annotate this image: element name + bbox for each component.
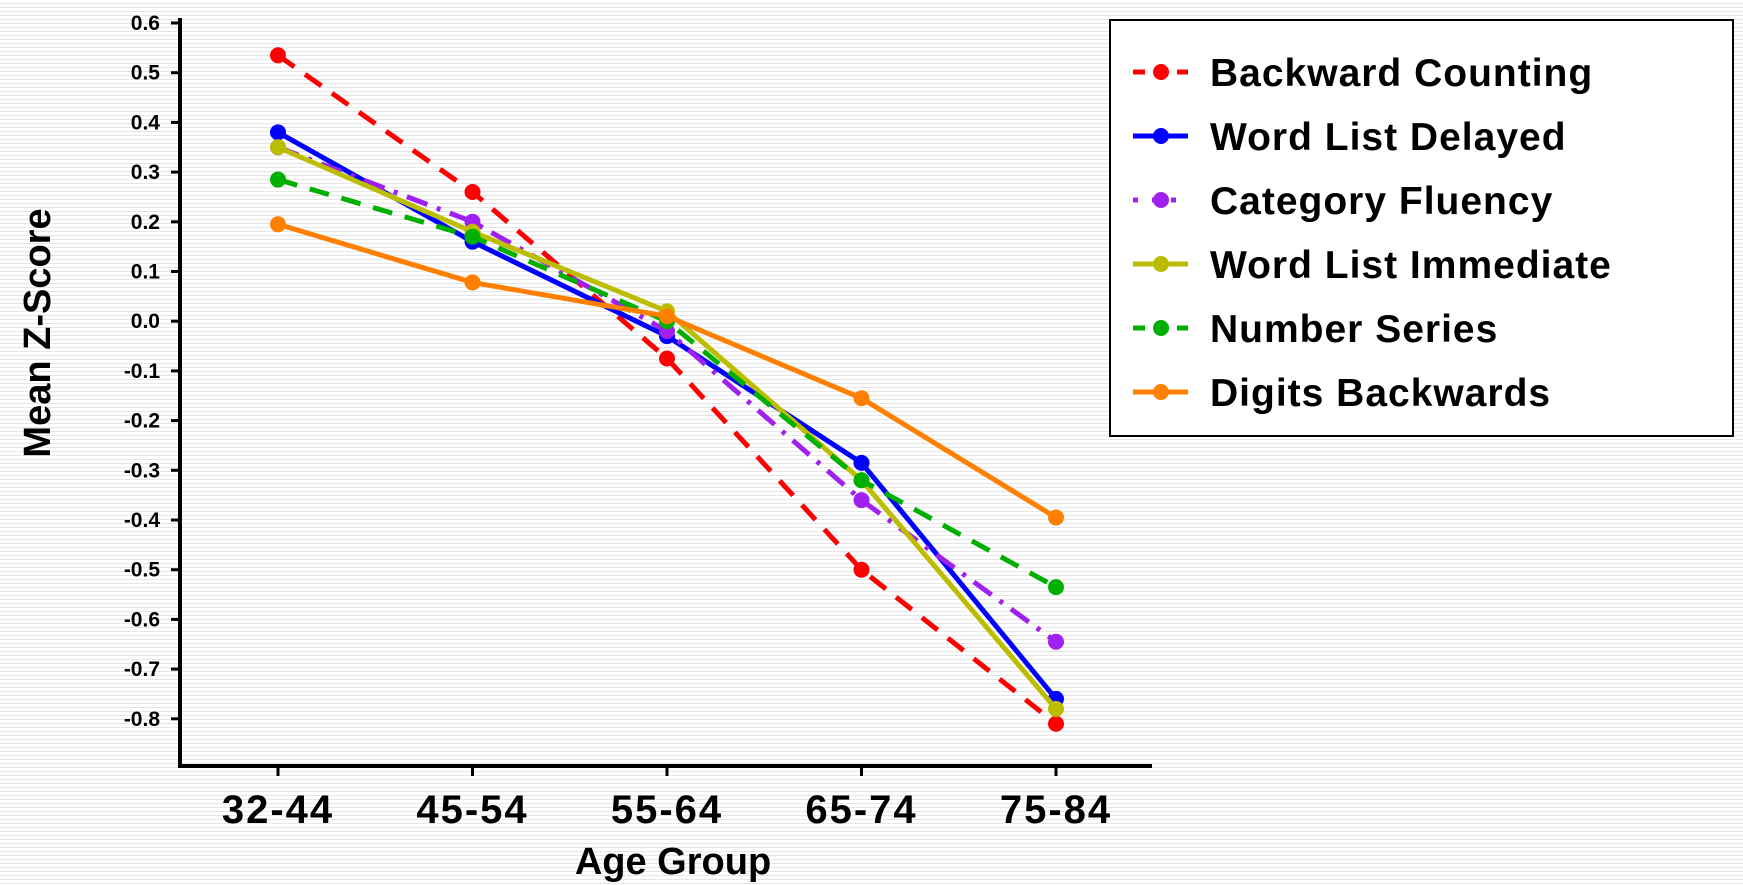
data-point xyxy=(270,139,286,156)
data-point xyxy=(270,216,286,233)
y-tick-label: -0.5 xyxy=(124,559,161,582)
x-tick-label: 65-74 xyxy=(805,788,917,832)
legend: Backward Counting Word List Delayed Catego… xyxy=(1109,19,1734,437)
y-tick-label: -0.4 xyxy=(124,509,161,532)
y-tick-label: 0.0 xyxy=(131,310,160,333)
y-tick-label: -0.1 xyxy=(124,360,161,383)
y-tick-label: -0.7 xyxy=(124,658,160,681)
data-point xyxy=(853,492,870,509)
x-tick-label: 45-54 xyxy=(416,788,528,832)
legend-items: Backward Counting Word List Delayed Catego… xyxy=(1133,52,1612,415)
data-point xyxy=(1048,633,1064,650)
y-ticks: 0.6 0.5 0.4 0.3 0.2 0.1 0.0 -0.1 -0.2 -0.3 -0.4 -0.… xyxy=(124,12,180,731)
series-line xyxy=(277,144,1058,644)
data-point xyxy=(659,350,675,367)
data-point xyxy=(1048,715,1064,732)
data-point xyxy=(1048,509,1064,526)
y-tick-label: 0.2 xyxy=(131,211,160,234)
series-3 xyxy=(270,139,1064,717)
data-point xyxy=(659,308,675,325)
y-tick-label: 0.6 xyxy=(131,12,160,35)
data-point xyxy=(853,390,870,407)
series-2 xyxy=(270,139,1064,650)
legend-swatch-marker xyxy=(1153,320,1169,336)
y-tick-label: 0.3 xyxy=(131,161,160,184)
plot-area: 0.6 0.5 0.4 0.3 0.2 0.1 0.0 -0.1 -0.2 -0.3 -0.4 -0.… xyxy=(124,12,1152,832)
legend-swatch-marker xyxy=(1153,128,1169,144)
x-tick-label: 75-84 xyxy=(1000,788,1112,832)
y-tick-label: 0.5 xyxy=(131,62,161,85)
x-ticks: 32-44 45-54 55-64 65-74 75-84 xyxy=(222,766,1112,832)
y-tick-label: -0.2 xyxy=(124,410,160,433)
y-tick-label: -0.6 xyxy=(124,608,160,631)
data-point xyxy=(853,472,870,489)
legend-item: Word List Delayed xyxy=(1133,116,1567,159)
legend-label: Category Fluency xyxy=(1210,180,1553,223)
series-line xyxy=(276,130,1058,701)
series-line xyxy=(277,177,1058,590)
y-tick-label: 0.4 xyxy=(131,111,161,134)
series-line xyxy=(277,144,1058,711)
legend-item: Digits Backwards xyxy=(1133,372,1551,415)
data-point xyxy=(464,183,481,200)
x-tick-label: 32-44 xyxy=(222,788,334,832)
x-axis-title: Age Group xyxy=(575,841,771,883)
legend-swatch-marker xyxy=(1153,384,1169,400)
legend-swatch-marker xyxy=(1153,64,1169,80)
legend-label: Digits Backwards xyxy=(1210,372,1551,415)
y-tick-label: 0.1 xyxy=(131,261,161,284)
data-point xyxy=(270,47,286,64)
legend-box xyxy=(1109,19,1734,437)
legend-item: Number Series xyxy=(1133,308,1498,351)
x-tick-label: 55-64 xyxy=(611,788,723,832)
data-point xyxy=(853,454,870,471)
legend-label: Backward Counting xyxy=(1210,52,1593,95)
legend-label: Word List Immediate xyxy=(1210,244,1612,287)
legend-label: Number Series xyxy=(1210,308,1498,351)
legend-swatch-marker xyxy=(1153,192,1169,208)
legend-swatch-marker xyxy=(1153,256,1169,272)
series-0 xyxy=(270,47,1064,732)
series-lines xyxy=(270,47,1064,732)
legend-item: Backward Counting xyxy=(1133,52,1593,95)
data-point xyxy=(1048,579,1064,596)
y-tick-label: -0.3 xyxy=(124,459,160,482)
series-4 xyxy=(270,171,1064,596)
data-point xyxy=(853,561,870,578)
series-line xyxy=(277,221,1058,520)
y-axis-title: Mean Z-Score xyxy=(17,208,59,457)
data-point xyxy=(270,171,286,188)
legend-item: Word List Immediate xyxy=(1133,244,1612,287)
data-point xyxy=(1048,700,1064,717)
y-tick-label: -0.8 xyxy=(124,708,161,731)
data-point xyxy=(270,124,286,141)
legend-item: Category Fluency xyxy=(1133,180,1553,223)
data-point xyxy=(464,274,481,291)
legend-label: Word List Delayed xyxy=(1210,116,1567,159)
series-5 xyxy=(270,216,1064,526)
data-point xyxy=(464,228,481,245)
series-line xyxy=(276,53,1058,726)
